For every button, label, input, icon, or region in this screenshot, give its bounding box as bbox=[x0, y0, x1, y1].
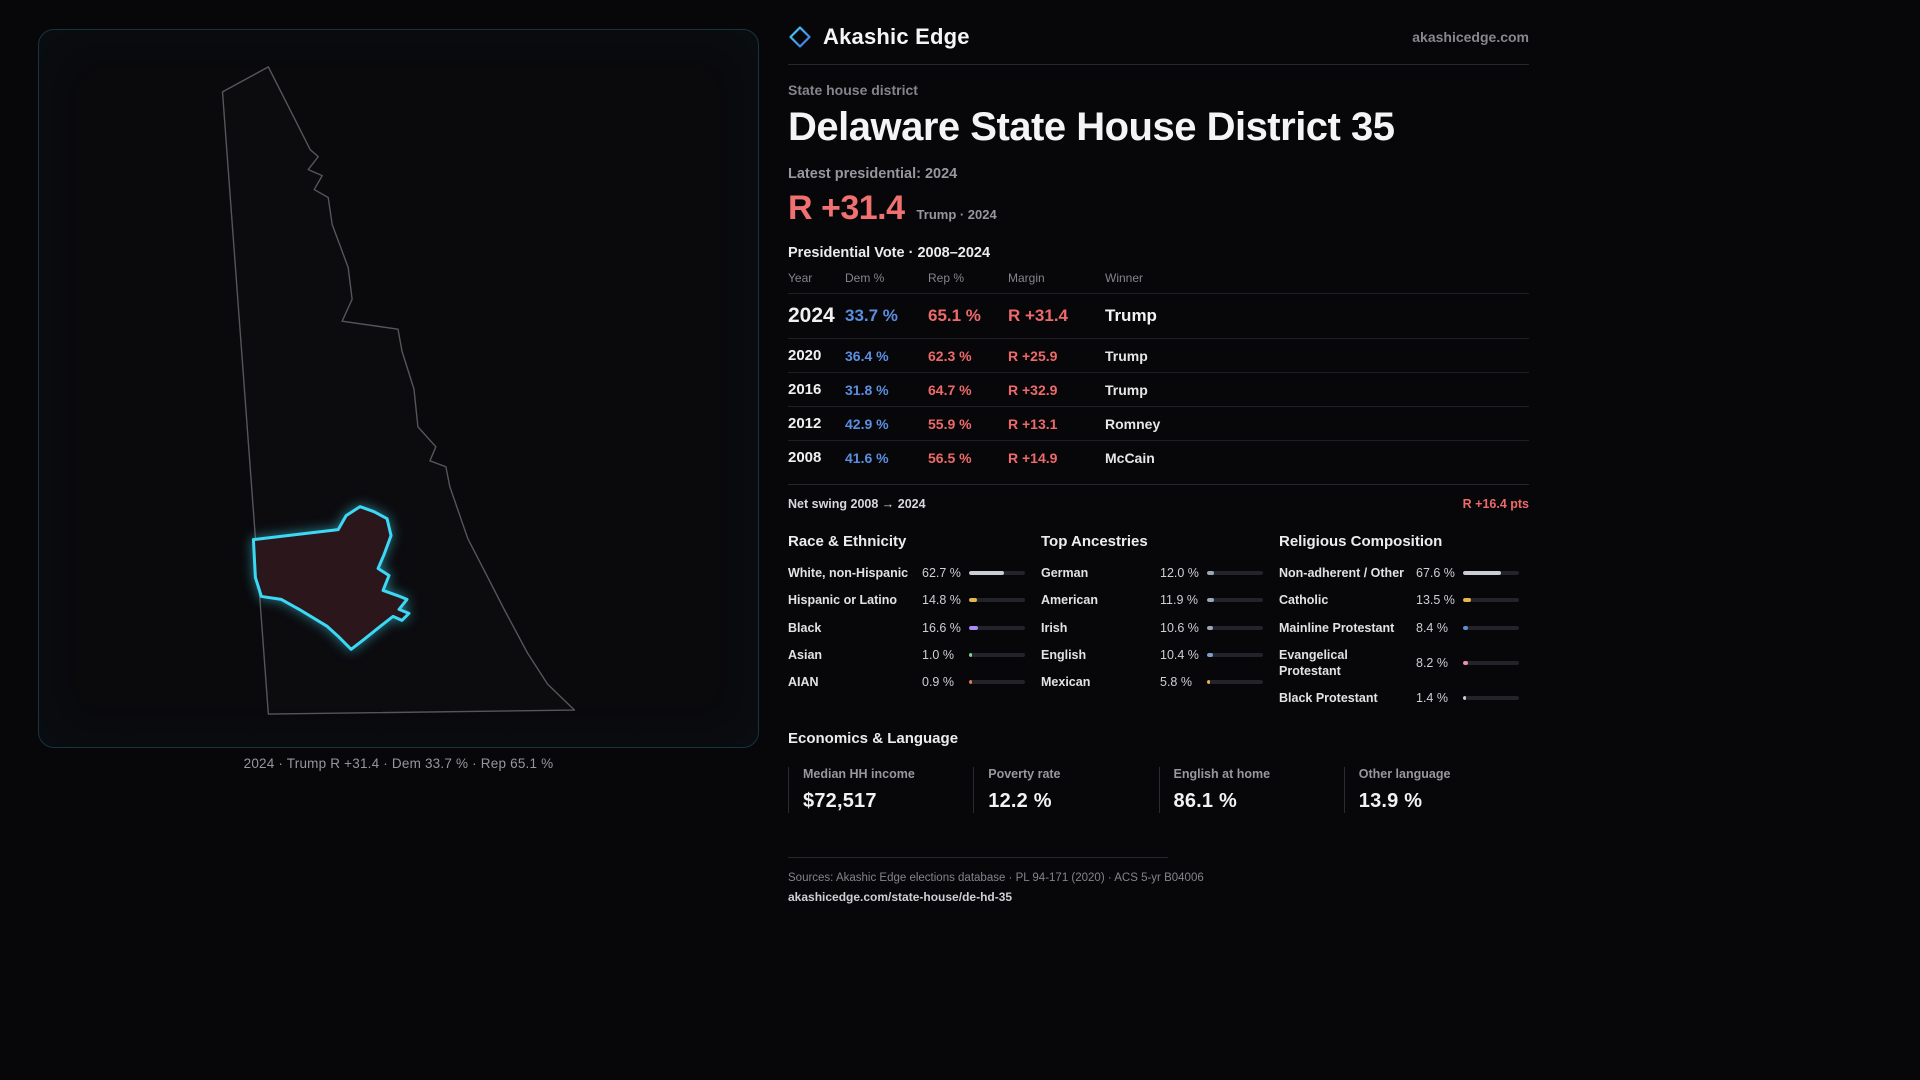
vote-row-2020: 2020 36.4 % 62.3 % R +25.9 Trump bbox=[788, 338, 1529, 372]
map-caption: 2024 · Trump R +31.4 · Dem 33.7 % · Rep … bbox=[243, 756, 554, 771]
stat-bar bbox=[1463, 571, 1519, 576]
vote-row-2008: 2008 41.6 % 56.5 % R +14.9 McCain bbox=[788, 440, 1529, 474]
group-race-ethnicity: Race & Ethnicity White, non-Hispanic 62.… bbox=[788, 533, 1025, 718]
headline-margin-block: R +31.4 Trump · 2024 bbox=[788, 189, 1529, 228]
stat-bar bbox=[1463, 625, 1519, 630]
stat-bar bbox=[1207, 680, 1263, 685]
footer: Sources: Akashic Edge elections database… bbox=[788, 856, 1529, 904]
sources-line: Sources: Akashic Edge elections database… bbox=[788, 871, 1204, 884]
stat-white-non-hispanic: White, non-Hispanic 62.7 % bbox=[788, 565, 1025, 581]
stat-bar bbox=[1207, 571, 1263, 576]
diamond-logo-icon bbox=[789, 26, 811, 48]
col-margin: Margin bbox=[1008, 271, 1045, 285]
page-title: Delaware State House District 35 bbox=[788, 105, 1395, 149]
latest-presidential-label: Latest presidential: 2024 bbox=[788, 166, 958, 182]
stat-bar bbox=[1207, 652, 1263, 657]
vote-row-2024: 2024 33.7 % 65.1 % R +31.4 Trump bbox=[788, 293, 1529, 338]
stat-bar bbox=[1463, 661, 1519, 665]
group-religious-composition: Religious Composition Non-adherent / Oth… bbox=[1279, 533, 1519, 718]
col-rep: Rep % bbox=[928, 271, 965, 285]
stat-other-language: Other language 13.9 % bbox=[1343, 766, 1529, 813]
stat-irish: Irish 10.6 % bbox=[1041, 620, 1263, 636]
col-year: Year bbox=[788, 271, 813, 285]
headline-margin-context: Trump · 2024 bbox=[916, 207, 997, 222]
brand-domain-link[interactable]: akashicedge.com bbox=[1412, 29, 1529, 45]
footer-url-link[interactable]: akashicedge.com/state-house/de-hd-35 bbox=[788, 889, 1013, 904]
stat-german: German 12.0 % bbox=[1041, 565, 1263, 581]
stat-english-at-home: English at home 86.1 % bbox=[1158, 766, 1344, 813]
detail-panel: Akashic Edge akashicedge.com State house… bbox=[788, 24, 1529, 904]
stat-catholic: Catholic 13.5 % bbox=[1279, 592, 1519, 608]
vote-row-2016: 2016 31.8 % 64.7 % R +32.9 Trump bbox=[788, 372, 1529, 406]
stat-bar bbox=[969, 625, 1025, 630]
stat-mexican: Mexican 5.8 % bbox=[1041, 674, 1263, 690]
col-dem: Dem % bbox=[845, 271, 885, 285]
kicker-label: State house district bbox=[788, 82, 918, 98]
col-winner: Winner bbox=[1105, 271, 1144, 285]
net-swing-row: Net swing 2008 → 2024 R +16.4 pts bbox=[788, 484, 1529, 511]
stat-evangelical-protestant: Evangelical Protestant 8.2 % bbox=[1279, 647, 1519, 680]
footer-divider bbox=[788, 856, 1168, 858]
district-map bbox=[221, 66, 576, 715]
district-map-panel bbox=[38, 29, 759, 748]
vote-row-2012: 2012 42.9 % 55.9 % R +13.1 Romney bbox=[788, 406, 1529, 440]
brand-name: Akashic Edge bbox=[823, 24, 970, 49]
district-35-shape[interactable] bbox=[251, 505, 411, 651]
vote-table-header: Year Dem % Rep % Margin Winner bbox=[788, 261, 1529, 293]
stat-bar bbox=[1207, 598, 1263, 603]
vote-table-title: Presidential Vote · 2008–2024 bbox=[788, 245, 991, 261]
net-swing-value: R +16.4 pts bbox=[1462, 497, 1529, 511]
stat-black: Black 16.6 % bbox=[788, 620, 1025, 636]
stat-bar bbox=[969, 652, 1025, 657]
stat-mainline-protestant: Mainline Protestant 8.4 % bbox=[1279, 620, 1519, 636]
stat-bar bbox=[969, 598, 1025, 603]
stat-median-hh-income: Median HH income $72,517 bbox=[788, 766, 973, 813]
stat-bar bbox=[1463, 696, 1519, 701]
stat-poverty-rate: Poverty rate 12.2 % bbox=[973, 766, 1158, 813]
economics-section: Economics & Language Median HH income $7… bbox=[788, 730, 1529, 813]
demographics-section: Race & Ethnicity White, non-Hispanic 62.… bbox=[788, 533, 1529, 718]
header: Akashic Edge akashicedge.com bbox=[788, 24, 1529, 65]
stat-english: English 10.4 % bbox=[1041, 647, 1263, 663]
stat-bar bbox=[969, 680, 1025, 685]
stat-asian: Asian 1.0 % bbox=[788, 647, 1025, 663]
group-top-ancestries: Top Ancestries German 12.0 % American 11… bbox=[1041, 533, 1263, 718]
stat-bar bbox=[969, 571, 1025, 576]
net-swing-label: Net swing 2008 → 2024 bbox=[788, 497, 926, 511]
stat-bar bbox=[1207, 625, 1263, 630]
stat-aian: AIAN 0.9 % bbox=[788, 674, 1025, 690]
stat-black-protestant: Black Protestant 1.4 % bbox=[1279, 690, 1519, 706]
stat-american: American 11.9 % bbox=[1041, 592, 1263, 608]
vote-table: Year Dem % Rep % Margin Winner 2024 33.7… bbox=[788, 261, 1529, 474]
delaware-state-outline bbox=[221, 66, 576, 715]
headline-margin-value: R +31.4 bbox=[788, 189, 905, 227]
stat-non-adherent: Non-adherent / Other 67.6 % bbox=[1279, 565, 1519, 581]
stat-hispanic-latino: Hispanic or Latino 14.8 % bbox=[788, 592, 1025, 608]
stat-bar bbox=[1463, 598, 1519, 603]
economics-title: Economics & Language bbox=[788, 729, 959, 747]
